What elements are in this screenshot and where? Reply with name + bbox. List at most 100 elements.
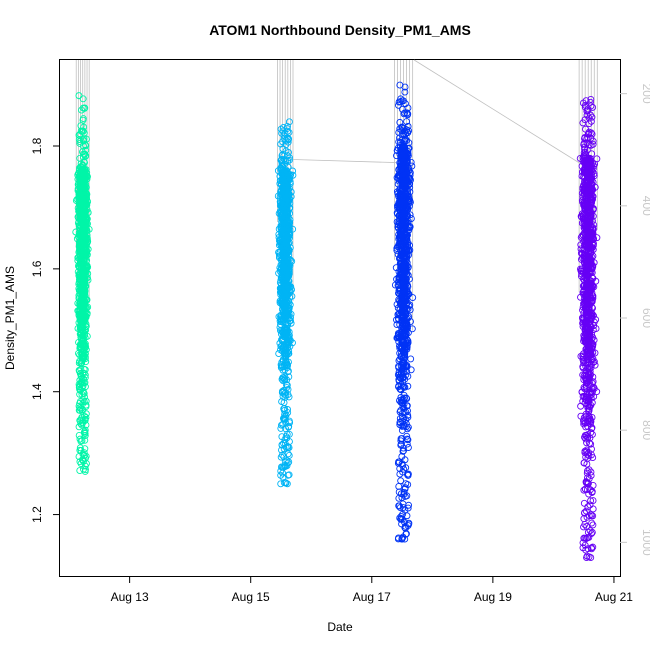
data-point — [80, 225, 87, 233]
data-point — [283, 384, 291, 392]
y-axis-label: Density_PM1_AMS — [3, 266, 17, 370]
data-point — [76, 404, 84, 412]
data-point — [80, 465, 87, 473]
data-point — [81, 263, 89, 271]
data-point — [75, 381, 83, 388]
data-point — [286, 154, 293, 162]
x-tick-label: Aug 17 — [353, 590, 391, 604]
data-point — [278, 421, 285, 429]
data-point — [81, 468, 89, 475]
data-point — [280, 253, 288, 261]
data-point — [393, 246, 401, 254]
y2-tick-label: 1000 — [640, 529, 650, 556]
data-point — [75, 131, 83, 139]
data-point — [589, 505, 597, 513]
data-point — [76, 458, 84, 466]
data-point — [81, 428, 89, 435]
data-point — [275, 254, 283, 262]
data-point — [283, 480, 291, 488]
data-point — [282, 329, 290, 337]
data-point — [76, 444, 84, 452]
data-point — [82, 142, 90, 150]
data-point — [283, 364, 291, 372]
data-point — [395, 285, 403, 293]
data-point — [277, 480, 285, 488]
data-point — [76, 154, 84, 162]
data-point — [279, 123, 287, 131]
data-point — [81, 326, 89, 334]
data-point — [399, 305, 407, 313]
data-point — [286, 419, 294, 427]
x-axis-label: Date — [327, 620, 353, 634]
data-point — [392, 316, 400, 324]
data-point — [78, 407, 86, 415]
y-tick-label: 1.6 — [30, 260, 44, 277]
data-point — [79, 335, 86, 343]
data-point — [79, 450, 87, 458]
data-point — [79, 290, 86, 298]
data-point — [80, 398, 88, 405]
data-point — [78, 359, 86, 367]
y2-tick-label: 200 — [640, 84, 650, 104]
data-point — [81, 251, 88, 259]
data-point — [282, 352, 290, 360]
data-point — [404, 382, 412, 390]
data-point — [407, 355, 415, 363]
data-point — [83, 460, 90, 467]
data-point — [78, 437, 86, 445]
data-point — [80, 336, 88, 344]
series-2 — [274, 118, 297, 488]
data-point — [275, 248, 283, 256]
data-point — [287, 317, 294, 325]
data-point — [285, 135, 293, 143]
data-point — [83, 135, 90, 143]
data-point — [393, 300, 401, 308]
points-layer — [72, 81, 601, 562]
data-point — [282, 294, 290, 302]
data-point — [79, 389, 87, 397]
data-point — [402, 480, 410, 488]
x-tick-label: Aug 13 — [111, 590, 149, 604]
y-tick-label: 1.8 — [30, 137, 44, 154]
data-point — [285, 393, 293, 401]
data-point — [74, 268, 82, 276]
data-point — [284, 368, 292, 376]
data-point — [395, 243, 403, 250]
series-3 — [391, 81, 417, 543]
chart-title: ATOM1 Northbound Density_PM1_AMS — [209, 22, 471, 38]
data-point — [280, 405, 288, 413]
data-point — [280, 414, 288, 422]
data-point — [283, 152, 291, 160]
data-point — [280, 374, 288, 382]
data-point — [80, 249, 88, 257]
data-point — [282, 212, 290, 220]
data-point — [281, 440, 289, 447]
data-point — [77, 312, 85, 320]
data-point — [80, 301, 88, 309]
data-point — [82, 401, 90, 409]
y-axis: 1.2 1.4 1.6 1.8 — [30, 137, 60, 523]
data-point — [79, 200, 87, 208]
data-point — [84, 270, 92, 278]
data-point — [81, 349, 89, 357]
data-point — [280, 281, 288, 289]
data-point — [77, 166, 85, 174]
data-point — [278, 441, 286, 449]
data-point — [76, 376, 84, 384]
data-point — [285, 304, 293, 312]
data-point — [76, 417, 84, 425]
data-point — [278, 398, 286, 406]
data-point — [281, 436, 289, 444]
data-point — [281, 373, 289, 381]
data-point — [80, 150, 87, 158]
data-point — [285, 118, 293, 126]
data-point — [277, 186, 285, 194]
data-point — [75, 92, 83, 100]
data-point — [284, 189, 291, 197]
data-point — [80, 365, 88, 373]
data-point — [282, 479, 290, 487]
data-point — [76, 138, 84, 146]
data-point — [393, 321, 401, 329]
data-point — [402, 330, 410, 338]
